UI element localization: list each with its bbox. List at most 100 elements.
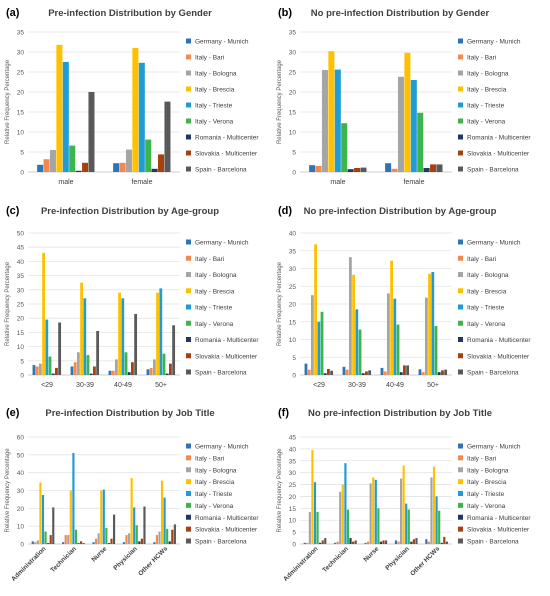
chart-title: No pre-infection Distribution by Age-gro… [304, 206, 497, 217]
bar [406, 365, 410, 375]
bar [397, 76, 404, 172]
y-tick-label: 25 [17, 302, 25, 309]
bar [158, 154, 165, 172]
y-tick-label: 15 [289, 110, 297, 117]
bar [114, 359, 118, 375]
legend-swatch [458, 134, 463, 140]
legend-entry: Romania - Multicenter [195, 337, 259, 344]
x-category-label: Physician [384, 545, 410, 571]
bar [431, 272, 435, 375]
legend-entry: Spain - Barcelona [195, 370, 247, 377]
bar [440, 542, 443, 544]
panel-label: (e) [6, 407, 20, 419]
bar [143, 506, 146, 544]
legend-swatch [458, 166, 463, 172]
bar [377, 508, 380, 544]
bar [73, 362, 77, 375]
legend-swatch [458, 255, 463, 261]
chart-panel: (a) Pre-infection Distribution by Gender 0… [5, 7, 259, 186]
bar [424, 297, 428, 375]
bar [319, 542, 322, 544]
bar [134, 313, 138, 375]
legend-entry: Italy - Bari [195, 55, 224, 62]
bar [417, 112, 424, 172]
legend-swatch [186, 443, 191, 449]
bar [374, 479, 377, 544]
legend-swatch [186, 239, 191, 245]
bar [347, 169, 354, 172]
bar [354, 540, 357, 544]
chart-panel: (b) No pre-infection Distribution by Gend… [277, 7, 531, 186]
bar [334, 542, 337, 544]
chart-panel: (c) Pre-infection Distribution by Age-gro… [5, 205, 259, 389]
legend-entry: Italy - Trieste [195, 491, 233, 498]
y-tick-label: 20 [17, 90, 25, 97]
legend-entry: Italy - Verona [195, 503, 234, 510]
bar [31, 541, 34, 544]
bar [162, 353, 166, 375]
bar [427, 541, 430, 544]
bar [410, 541, 413, 544]
bar [77, 543, 80, 544]
legend-entry: Italy - Trieste [467, 103, 505, 110]
bar [421, 372, 425, 375]
bar [405, 503, 408, 544]
legend-swatch [186, 353, 191, 359]
y-tick-label: 25 [289, 70, 297, 77]
legend-swatch [186, 86, 191, 92]
chart-title: Pre-infection Distribution by Gender [48, 8, 212, 19]
x-category-label: 50+ [155, 382, 167, 389]
chart-panel: (d) No pre-infection Distribution by Age-… [277, 205, 531, 389]
legend-entry: Italy - Brescia [467, 479, 507, 486]
bar [92, 542, 95, 544]
legend-entry: Spain - Barcelona [467, 167, 519, 174]
y-tick-label: 20 [289, 90, 297, 97]
bar [316, 511, 319, 544]
legend-entry: Spain - Barcelona [195, 539, 247, 546]
legend-entry: Slovakia - Multicenter [195, 527, 258, 534]
y-tick-label: 10 [289, 130, 297, 137]
legend-entry: Romania - Multicenter [467, 135, 531, 142]
y-tick-label: 50 [17, 452, 25, 459]
legend-swatch [186, 70, 191, 76]
bar [95, 538, 98, 544]
x-category-label: <29 [41, 382, 53, 389]
y-tick-label: 25 [289, 284, 297, 291]
legend-entry: Germany - Munich [195, 240, 249, 247]
bar [135, 525, 138, 544]
y-tick-label: 10 [17, 130, 25, 137]
x-category-label: <29 [313, 382, 325, 389]
legend-entry: Italy - Bologna [467, 272, 509, 279]
bar [361, 373, 365, 375]
bar [149, 367, 153, 375]
bar [121, 298, 125, 375]
bar [368, 370, 372, 375]
bar [124, 352, 128, 375]
legend-entry: Romania - Multicenter [195, 135, 259, 142]
bar [127, 372, 131, 375]
legend-entry: Italy - Brescia [467, 288, 507, 295]
legend-swatch [186, 479, 191, 485]
legend-swatch [458, 369, 463, 375]
bar [58, 322, 62, 375]
bar [313, 482, 317, 544]
bar [441, 370, 444, 375]
bar [138, 541, 141, 544]
bar [34, 542, 37, 544]
bar [445, 541, 448, 544]
legend-entry: Germany - Munich [467, 39, 521, 46]
legend-entry: Italy - Verona [195, 119, 234, 126]
legend-entry: Italy - Bari [467, 256, 496, 263]
bar [410, 80, 417, 172]
y-tick-label: 20 [17, 316, 25, 323]
y-tick-label: 0 [20, 373, 24, 380]
legend-swatch [458, 538, 463, 544]
chart-title: No pre-infection Distribution by Job Tit… [308, 408, 492, 419]
bar [428, 273, 431, 375]
y-tick-label: 35 [289, 30, 297, 37]
bar [111, 370, 115, 375]
y-axis-label: Relative Frequency Percentage [277, 448, 283, 533]
bar [159, 288, 163, 375]
y-tick-label: 50 [17, 231, 25, 238]
bar [443, 536, 446, 544]
